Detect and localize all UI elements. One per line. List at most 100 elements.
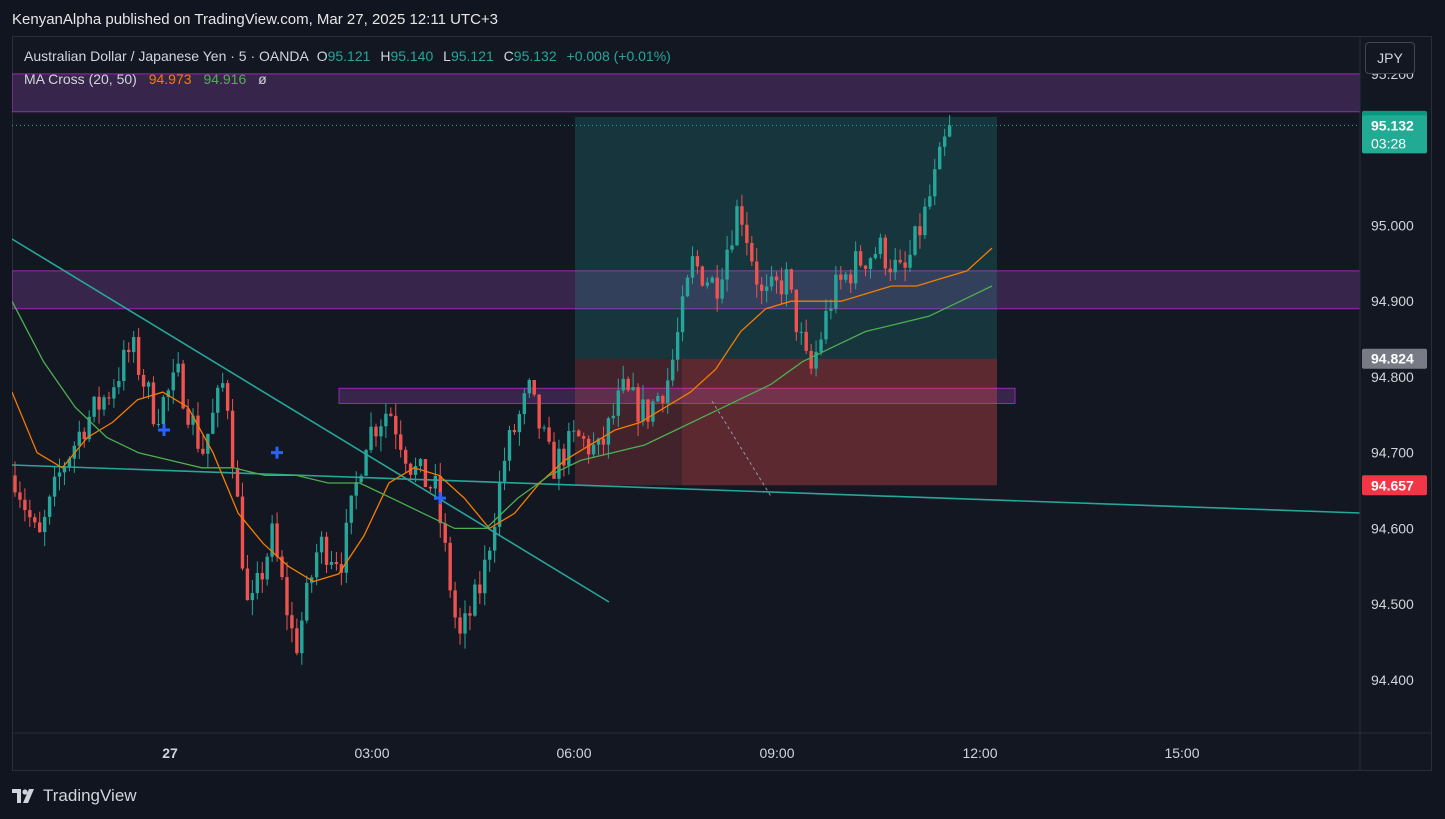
candle-body — [878, 237, 883, 255]
open-value: 95.121 — [327, 48, 371, 64]
candle-body — [245, 568, 250, 601]
candle-body — [141, 374, 146, 387]
candle-body — [394, 415, 398, 435]
candle-body — [131, 337, 136, 353]
indicator-name[interactable]: MA Cross (20, 50) — [24, 71, 137, 87]
candle-body — [161, 397, 166, 424]
symbol-legend: Australian Dollar / Japanese Yen · 5 · O… — [24, 48, 677, 64]
candle-body — [942, 136, 947, 147]
candle-body — [443, 523, 447, 543]
candle-body — [423, 459, 428, 488]
publisher-caption: KenyanAlpha published on TradingView.com… — [12, 11, 499, 28]
ma50-value: 94.916 — [203, 71, 247, 87]
candle-body — [285, 577, 289, 616]
candle-body — [675, 332, 680, 360]
change-value: +0.008 (+0.01%) — [566, 48, 671, 64]
candle-body — [235, 467, 240, 497]
time-tick-label: 06:00 — [556, 745, 591, 761]
candle-body — [824, 310, 828, 340]
currency-button[interactable]: JPY — [1365, 42, 1415, 74]
candle-body — [567, 430, 571, 466]
candle-body — [695, 256, 700, 267]
candle-body — [898, 259, 902, 263]
ma-cross-marker — [434, 492, 446, 505]
candle-body — [868, 258, 873, 269]
low-value: 95.121 — [450, 48, 494, 64]
price-chart[interactable]: 95.20095.00094.90094.80094.70094.60094.5… — [12, 36, 1432, 771]
candle-body — [77, 431, 81, 446]
candle-body — [873, 254, 878, 259]
price-tick-label: 94.400 — [1371, 672, 1414, 688]
candles-layer — [13, 115, 952, 665]
candle-body — [888, 268, 892, 273]
candle-body — [789, 269, 794, 290]
candle-body — [725, 249, 729, 280]
candle-body — [47, 496, 52, 517]
candle-body — [275, 523, 279, 557]
candle-body — [92, 396, 96, 417]
candle-body — [834, 274, 838, 309]
candle-body — [117, 380, 121, 388]
candle-body — [211, 412, 215, 434]
candle-body — [280, 556, 284, 578]
candle-body — [216, 387, 220, 413]
footer-brand[interactable]: TradingView — [12, 786, 137, 806]
candle-body — [547, 427, 551, 442]
candle-body — [666, 380, 670, 403]
candle-body — [389, 413, 393, 416]
candle-body — [102, 397, 106, 410]
candle-body — [82, 431, 86, 440]
long-position-tool — [575, 116, 997, 499]
candle-body — [67, 458, 72, 467]
low-label: L — [443, 48, 451, 64]
candle-body — [112, 387, 116, 399]
indicator-legend: MA Cross (20, 50) 94.973 94.916 ø — [24, 71, 271, 87]
entry-level-badge-bg — [1362, 348, 1427, 369]
candle-body — [750, 243, 754, 262]
candle-body — [354, 482, 358, 496]
candle-body — [774, 276, 779, 281]
candle-body — [433, 475, 438, 489]
candle-body — [631, 387, 635, 391]
price-tick-label: 94.500 — [1371, 596, 1414, 612]
candle-body — [641, 399, 645, 422]
candle-body — [334, 561, 339, 565]
high-label: H — [380, 48, 391, 64]
candle-body — [670, 359, 675, 381]
candle-body — [399, 434, 403, 450]
candle-body — [745, 224, 749, 244]
candle-body — [42, 516, 47, 533]
ma50-line — [12, 285, 993, 530]
candle-body — [33, 517, 37, 523]
candle-body — [220, 383, 225, 388]
candle-body — [537, 394, 541, 429]
candle-body — [596, 438, 601, 445]
candle-body — [176, 363, 180, 373]
time-tick-label: 27 — [162, 745, 178, 761]
candle-body — [18, 492, 22, 500]
last-price-badge: 95.132 — [1371, 117, 1414, 133]
candle-body — [794, 289, 799, 333]
candle-body — [735, 206, 739, 246]
candle-body — [947, 125, 952, 137]
candle-body — [923, 206, 927, 236]
candle-body — [764, 286, 769, 291]
candle-body — [463, 613, 467, 634]
candle-body — [319, 536, 324, 553]
candle-body — [107, 397, 111, 399]
candle-body — [250, 593, 255, 601]
candle-body — [483, 559, 487, 594]
tradingview-logo-icon — [12, 789, 34, 803]
candle-body — [52, 476, 57, 497]
candle-body — [913, 226, 917, 255]
candle-body — [314, 552, 319, 578]
candle-body — [769, 276, 774, 287]
zone-rect — [12, 73, 1361, 113]
candle-body — [191, 415, 195, 425]
candle-body — [730, 245, 734, 250]
candle-body — [844, 274, 848, 280]
candle-body — [779, 280, 784, 295]
candle-body — [784, 269, 789, 295]
candle-body — [755, 261, 759, 285]
candle-body — [557, 448, 561, 479]
